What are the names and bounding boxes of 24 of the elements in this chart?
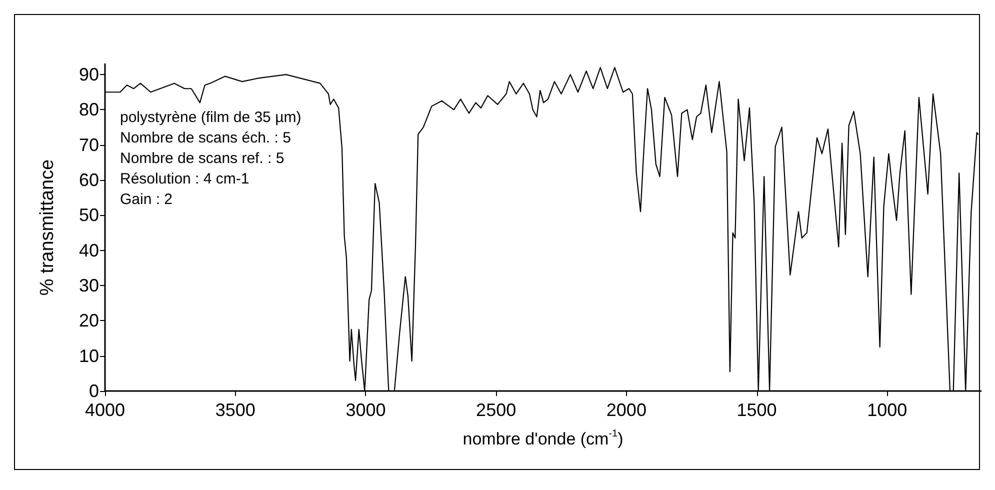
annotation: Gain : 2 xyxy=(120,191,173,208)
y-tick-label: 80 xyxy=(78,100,99,120)
y-tick-label: 70 xyxy=(78,134,99,155)
y-axis-title: % transmittance xyxy=(37,159,58,296)
x-tick-label: 1500 xyxy=(736,400,777,420)
x-tick-label: 2500 xyxy=(476,400,516,420)
y-tick-label: 20 xyxy=(78,310,99,331)
x-tick-label: 3000 xyxy=(346,400,386,420)
annotation: polystyrène (film de 35 µm) xyxy=(120,109,302,126)
y-tick-label: 40 xyxy=(78,240,99,260)
annotation: Nombre de scans ref. : 5 xyxy=(120,150,284,167)
x-tick-label: 3500 xyxy=(215,400,256,420)
y-tick-label: 30 xyxy=(78,276,99,296)
annotation: Nombre de scans éch. : 5 xyxy=(120,130,291,146)
x-tick-label: 1000 xyxy=(867,400,908,420)
annotation: Résolution : 4 cm-1 xyxy=(120,170,250,188)
y-tick-label: 90 xyxy=(78,64,99,85)
line-series xyxy=(104,66,979,392)
y-tick-label: 10 xyxy=(78,346,99,366)
x-tick-label: 4000 xyxy=(84,400,126,420)
y-tick-label: 0 xyxy=(88,381,99,401)
y-tick-label: 60 xyxy=(78,170,99,190)
x-tick-label: 2000 xyxy=(606,400,646,420)
y-tick-label: 50 xyxy=(78,205,99,226)
